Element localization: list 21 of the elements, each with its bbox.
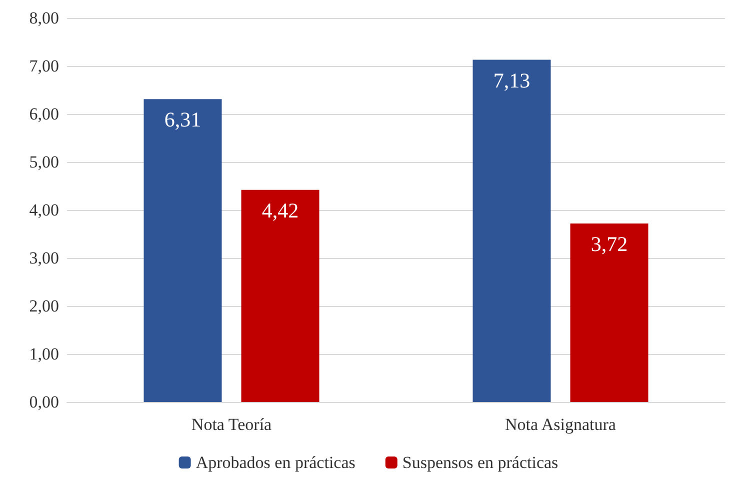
data-label: 7,13 [493,68,530,92]
x-tick-label: Nota Asignatura [505,415,616,434]
bar [241,190,320,402]
bar [144,99,222,402]
y-tick-label: 0,00 [29,392,59,412]
bar [570,223,648,402]
data-label: 6,31 [164,108,202,132]
y-tick-label: 1,00 [29,344,59,364]
data-label: 4,42 [262,198,299,222]
bar [472,60,551,402]
legend-label: Aprobados en prácticas [196,453,356,472]
legend-label: Suspensos en prácticas [402,453,558,472]
y-tick-label: 8,00 [29,8,59,28]
y-tick-label: 2,00 [29,296,59,316]
y-tick-label: 7,00 [29,56,59,76]
y-tick-label: 3,00 [29,248,59,268]
y-tick-label: 6,00 [29,104,59,124]
y-tick-label: 4,00 [29,200,59,220]
y-tick-label: 5,00 [29,152,59,172]
x-tick-label: Nota Teoría [191,415,272,434]
data-label: 3,72 [590,232,628,256]
